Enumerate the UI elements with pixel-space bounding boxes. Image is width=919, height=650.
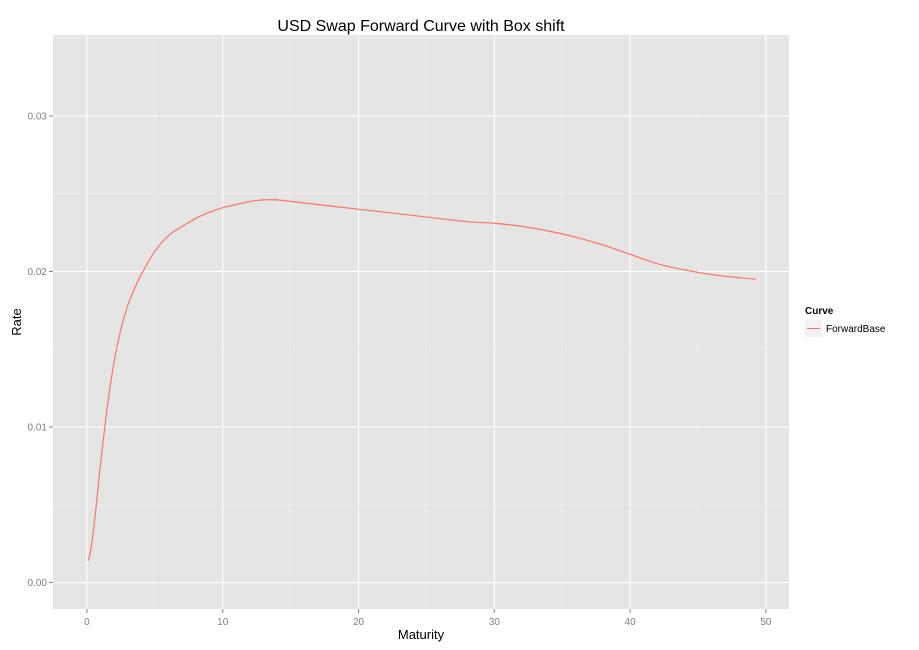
x-axis-label: Maturity — [398, 627, 445, 642]
major-grid — [53, 35, 789, 609]
minor-grid — [53, 35, 789, 609]
series-line-forwardbase — [87, 199, 756, 561]
x-tick-label: 30 — [489, 617, 501, 628]
x-tick-label: 10 — [217, 617, 229, 628]
y-tick-label: 0.01 — [28, 423, 48, 434]
y-axis-label: Rate — [9, 308, 24, 335]
x-tick-label: 50 — [760, 617, 772, 628]
y-tick-label: 0.02 — [28, 267, 48, 278]
x-tick-label: 40 — [625, 617, 637, 628]
y-tick-label: 0.00 — [28, 578, 48, 589]
series-layer — [87, 199, 756, 561]
legend-title: Curve — [805, 306, 834, 317]
chart-title: USD Swap Forward Curve with Box shift — [277, 18, 565, 35]
legend: Curve ForwardBase — [805, 306, 886, 337]
plot-panel — [53, 35, 789, 609]
x-axis: 0 10 20 30 40 50 — [84, 609, 772, 628]
x-tick-label: 20 — [353, 617, 365, 628]
y-tick-label: 0.03 — [28, 111, 48, 122]
legend-label-forwardbase: ForwardBase — [826, 324, 886, 335]
y-axis: 0.00 0.01 0.02 0.03 — [28, 111, 53, 589]
x-tick-label: 0 — [84, 617, 90, 628]
